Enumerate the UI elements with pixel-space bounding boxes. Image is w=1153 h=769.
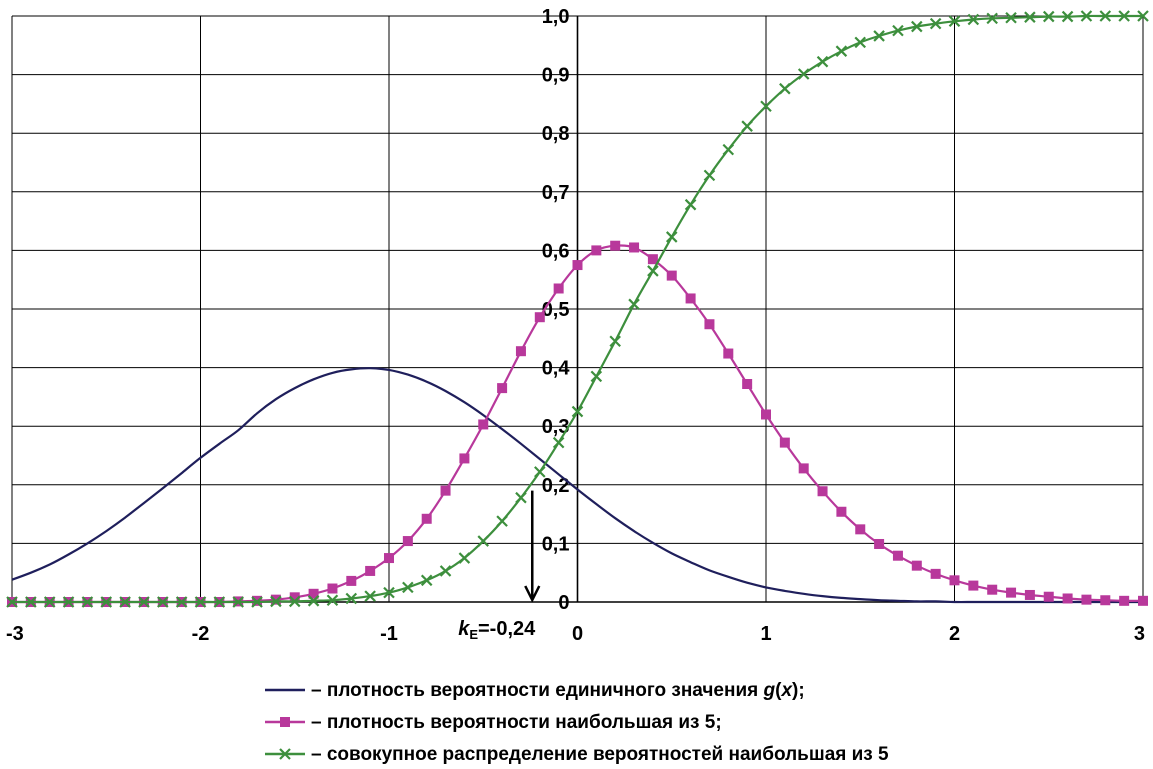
y-tick-label: 0 (558, 592, 569, 614)
data-point-square (403, 536, 413, 546)
data-point-square (346, 576, 356, 586)
data-point-square (855, 524, 865, 534)
data-point-x (799, 69, 809, 79)
data-point-x (554, 438, 564, 448)
data-point-x (497, 516, 507, 526)
data-point-square (327, 584, 337, 594)
data-point-square (931, 569, 941, 579)
x-tick-label: -1 (380, 623, 398, 645)
y-tick-label: 0,4 (542, 358, 571, 380)
data-point-square (516, 346, 526, 356)
annotation: kE=-0,24 (458, 491, 539, 642)
data-point-x (855, 37, 865, 47)
data-point-x (686, 200, 696, 210)
data-point-square (704, 319, 714, 329)
y-tick-label: 0,9 (542, 65, 570, 87)
data-point-square (497, 383, 507, 393)
data-point-square (591, 245, 601, 255)
legend-label: – совокупное распределение вероятностей … (311, 744, 889, 765)
data-point-square (629, 242, 639, 252)
data-point-x (648, 266, 658, 276)
data-point-square (893, 551, 903, 561)
data-point-square (780, 438, 790, 448)
x-tick-label: 0 (572, 623, 583, 645)
data-point-square (535, 312, 545, 322)
y-tick-label: 0,7 (542, 182, 570, 204)
x-tick-label: 3 (1134, 623, 1145, 645)
data-point-square (968, 581, 978, 591)
data-point-square (667, 271, 677, 281)
x-tick-label: 2 (949, 623, 960, 645)
y-tick-label: 0,1 (542, 533, 570, 555)
data-point-x (780, 84, 790, 94)
data-point-square (799, 463, 809, 473)
data-point-x (667, 232, 677, 242)
legend: – плотность вероятности единичного значе… (265, 680, 889, 765)
x-tick-label: 1 (760, 623, 771, 645)
data-point-square (1025, 590, 1035, 600)
legend-label: – плотность вероятности единичного значе… (311, 680, 805, 701)
data-point-square (1006, 588, 1016, 598)
data-point-square (874, 539, 884, 549)
data-point-square (1119, 596, 1129, 606)
legend-label: – плотность вероятности наибольшая из 5; (311, 712, 722, 733)
data-point-x (836, 46, 846, 56)
data-point-x (704, 170, 714, 180)
y-tick-label: 1,0 (542, 6, 570, 28)
data-point-x (441, 566, 451, 576)
data-point-x (459, 553, 469, 563)
data-point-x (723, 145, 733, 155)
data-point-square (422, 514, 432, 524)
legend-item-0: – плотность вероятности единичного значе… (265, 680, 805, 701)
grid (12, 16, 1143, 602)
y-tick-label: 0,6 (542, 240, 570, 262)
data-point-x (516, 493, 526, 503)
data-point-square (478, 419, 488, 429)
data-point-square (987, 585, 997, 595)
data-point-square (384, 553, 394, 563)
data-point-square (1138, 596, 1148, 606)
data-point-square (1100, 595, 1110, 605)
legend-item-1: – плотность вероятности наибольшая из 5; (265, 712, 722, 733)
data-point-x (629, 299, 639, 309)
data-point-x (535, 467, 545, 477)
x-tick-label: -2 (192, 623, 210, 645)
data-point-square (1063, 593, 1073, 603)
x-tick-label: -3 (6, 623, 24, 645)
data-point-square (1044, 592, 1054, 602)
x-tick-labels: -3 -2 -1 0 1 2 3 (6, 623, 1145, 645)
annotation-label: kE=-0,24 (458, 618, 536, 642)
data-point-square (950, 575, 960, 585)
data-point-square (554, 283, 564, 293)
y-tick-label: 0,8 (542, 123, 570, 145)
data-point-x (610, 336, 620, 346)
data-point-square (723, 349, 733, 359)
data-point-square (459, 453, 469, 463)
data-point-x (742, 121, 752, 131)
data-point-x (591, 371, 601, 381)
data-point-square (686, 293, 696, 303)
data-point-square (818, 486, 828, 496)
data-point-square (742, 379, 752, 389)
legend-item-2: – совокупное распределение вероятностей … (265, 744, 889, 765)
data-point-square (441, 486, 451, 496)
data-point-x (422, 575, 432, 585)
data-point-square (271, 595, 281, 605)
data-point-square (573, 260, 583, 270)
data-point-square (280, 717, 290, 727)
data-point-square (1081, 595, 1091, 605)
data-point-square (836, 507, 846, 517)
y-tick-label: 0,5 (542, 299, 570, 321)
data-point-square (610, 241, 620, 251)
data-point-x (478, 536, 488, 546)
data-point-x (818, 57, 828, 67)
data-point-square (365, 566, 375, 576)
data-point-square (761, 409, 771, 419)
y-tick-labels: 0 0,1 0,2 0,3 0,4 0,5 0,6 0,7 0,8 0,9 1,0 (542, 6, 571, 614)
y-tick-label: 0,3 (542, 416, 570, 438)
y-tick-label: 0,2 (542, 475, 570, 497)
data-point-square (912, 561, 922, 571)
